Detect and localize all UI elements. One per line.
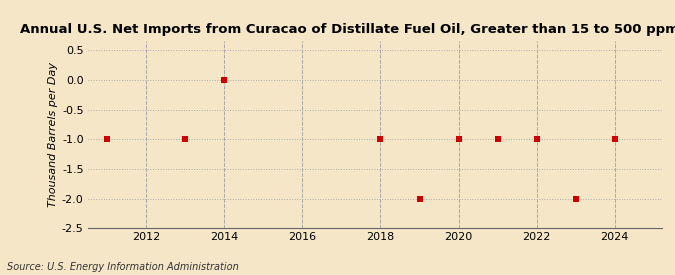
Point	[414, 196, 425, 201]
Point	[610, 137, 620, 141]
Point	[570, 196, 581, 201]
Point	[375, 137, 386, 141]
Title: Annual U.S. Net Imports from Curacao of Distillate Fuel Oil, Greater than 15 to : Annual U.S. Net Imports from Curacao of …	[20, 23, 675, 36]
Point	[453, 137, 464, 141]
Text: Source: U.S. Energy Information Administration: Source: U.S. Energy Information Administ…	[7, 262, 238, 272]
Point	[531, 137, 542, 141]
Y-axis label: Thousand Barrels per Day: Thousand Barrels per Day	[48, 62, 57, 207]
Point	[102, 137, 113, 141]
Point	[219, 78, 230, 82]
Point	[492, 137, 503, 141]
Point	[180, 137, 191, 141]
